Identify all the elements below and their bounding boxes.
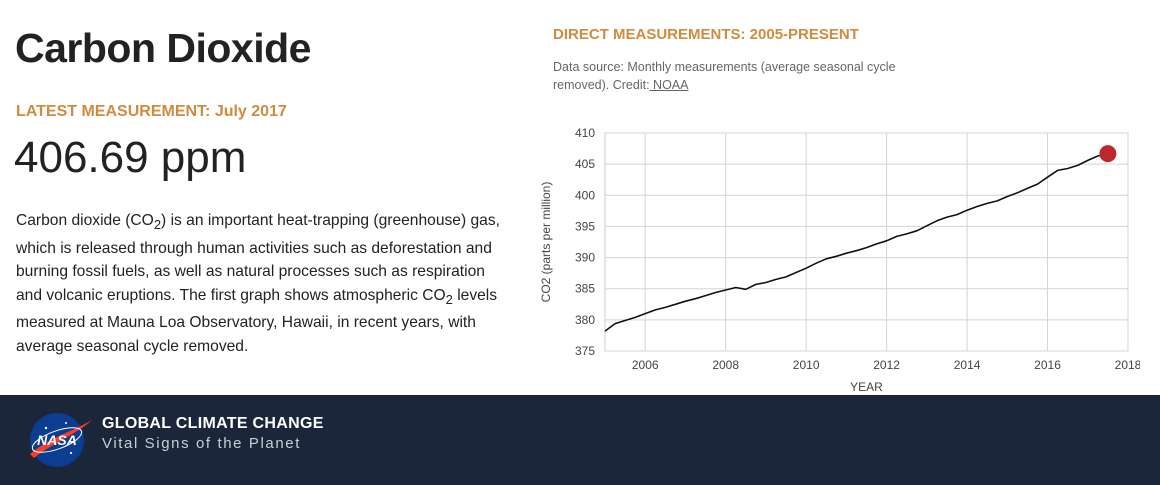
brand-subtitle: Vital Signs of the Planet: [102, 435, 301, 452]
brand-title: GLOBAL CLIMATE CHANGE: [102, 415, 324, 432]
y-tick-label: 410: [575, 126, 595, 140]
y-axis-label: CO2 (parts per million): [539, 182, 553, 303]
data-source-text: Data source: Monthly measurements (avera…: [553, 60, 896, 92]
x-tick-label: 2016: [1034, 358, 1061, 372]
data-source-note: Data source: Monthly measurements (avera…: [553, 58, 938, 94]
latest-measurement-label: LATEST MEASUREMENT: July 2017: [16, 103, 287, 120]
description-text-2: ) is an important heat-trapping (greenho…: [16, 212, 500, 304]
page-title: Carbon Dioxide: [15, 25, 311, 71]
description-paragraph: Carbon dioxide (CO2) is an important hea…: [16, 209, 511, 358]
description-subscript-1: 2: [153, 217, 162, 233]
x-axis-label: YEAR: [850, 380, 883, 394]
noaa-credit-link[interactable]: NOAA: [649, 78, 689, 92]
plot-area: [604, 132, 1129, 352]
x-tick-label: 2014: [954, 358, 981, 372]
y-tick-label: 395: [575, 219, 595, 233]
footer-bar: NASA GLOBAL CLIMATE CHANGE Vital Signs o…: [0, 395, 1160, 485]
x-tick-label: 2018: [1115, 358, 1140, 372]
description-text-3: levels measured at Mauna Loa Observatory…: [16, 286, 498, 355]
latest-point-marker[interactable]: [1099, 145, 1117, 163]
nasa-logo-text: NASA: [37, 432, 77, 448]
x-tick-label: 2006: [632, 358, 659, 372]
x-tick-label: 2010: [793, 358, 820, 372]
description-subscript-2: 2: [445, 291, 453, 307]
nasa-logo-icon[interactable]: NASA: [24, 406, 94, 474]
y-tick-label: 385: [575, 282, 595, 296]
y-tick-label: 380: [575, 313, 595, 327]
y-tick-label: 375: [575, 344, 595, 358]
description-text-1: Carbon dioxide (CO: [16, 212, 154, 229]
latest-measurement-value: 406.69 ppm: [14, 133, 247, 182]
x-tick-label: 2008: [712, 358, 739, 372]
y-tick-label: 390: [575, 251, 595, 265]
chart-section-title: DIRECT MEASUREMENTS: 2005-PRESENT: [553, 26, 859, 43]
y-tick-label: 405: [575, 157, 595, 171]
x-tick-label: 2012: [873, 358, 900, 372]
co2-line-chart: 375 380 385 390 395 400 405 410 2006 2008 2010 2012…: [539, 126, 1140, 394]
co2-series-line: [604, 152, 1109, 332]
y-tick-label: 400: [575, 188, 595, 202]
